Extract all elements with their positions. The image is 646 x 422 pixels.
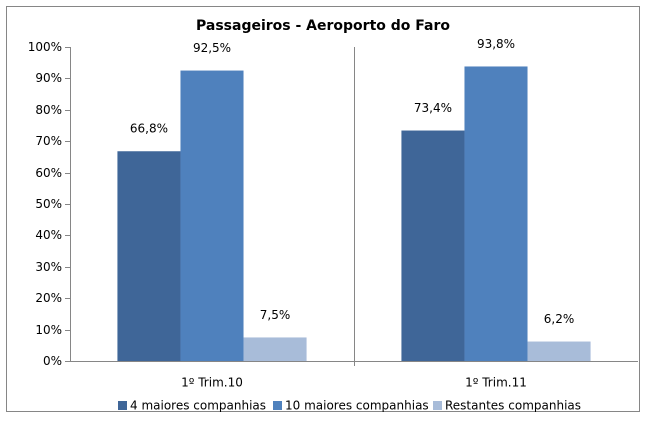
x-tick-label: 1º Trim.10 [181, 376, 243, 390]
bar [243, 337, 307, 361]
data-label: 6,2% [544, 312, 575, 326]
chart-title: Passageiros - Aeroporto do Faro [196, 18, 450, 34]
y-tick-label: 20% [35, 291, 62, 305]
y-tick-label: 80% [35, 103, 62, 117]
bar [117, 151, 181, 361]
legend-swatch [433, 401, 442, 410]
data-label: 73,4% [414, 101, 452, 115]
legend-swatch [273, 401, 282, 410]
y-tick-label: 100% [28, 40, 62, 54]
y-tick-label: 0% [43, 354, 62, 368]
bar [401, 130, 465, 361]
legend-label: 10 maiores companhias [285, 399, 429, 413]
bar [464, 66, 528, 361]
bar [527, 341, 591, 361]
y-tick-label: 30% [35, 260, 62, 274]
legend-label: Restantes companhias [445, 399, 581, 413]
y-tick-label: 50% [35, 197, 62, 211]
data-label: 92,5% [193, 41, 231, 55]
bar [180, 70, 244, 362]
legend-swatch [118, 401, 127, 410]
y-tick-label: 10% [35, 323, 62, 337]
y-tick-label: 70% [35, 134, 62, 148]
data-label: 7,5% [260, 308, 291, 322]
legend-label: 4 maiores companhias [130, 399, 266, 413]
data-label: 66,8% [130, 122, 168, 136]
y-tick-label: 60% [35, 166, 62, 180]
y-tick-label: 90% [35, 71, 62, 85]
x-tick-label: 1º Trim.11 [465, 376, 527, 390]
y-tick-label: 40% [35, 228, 62, 242]
data-label: 93,8% [477, 37, 515, 51]
